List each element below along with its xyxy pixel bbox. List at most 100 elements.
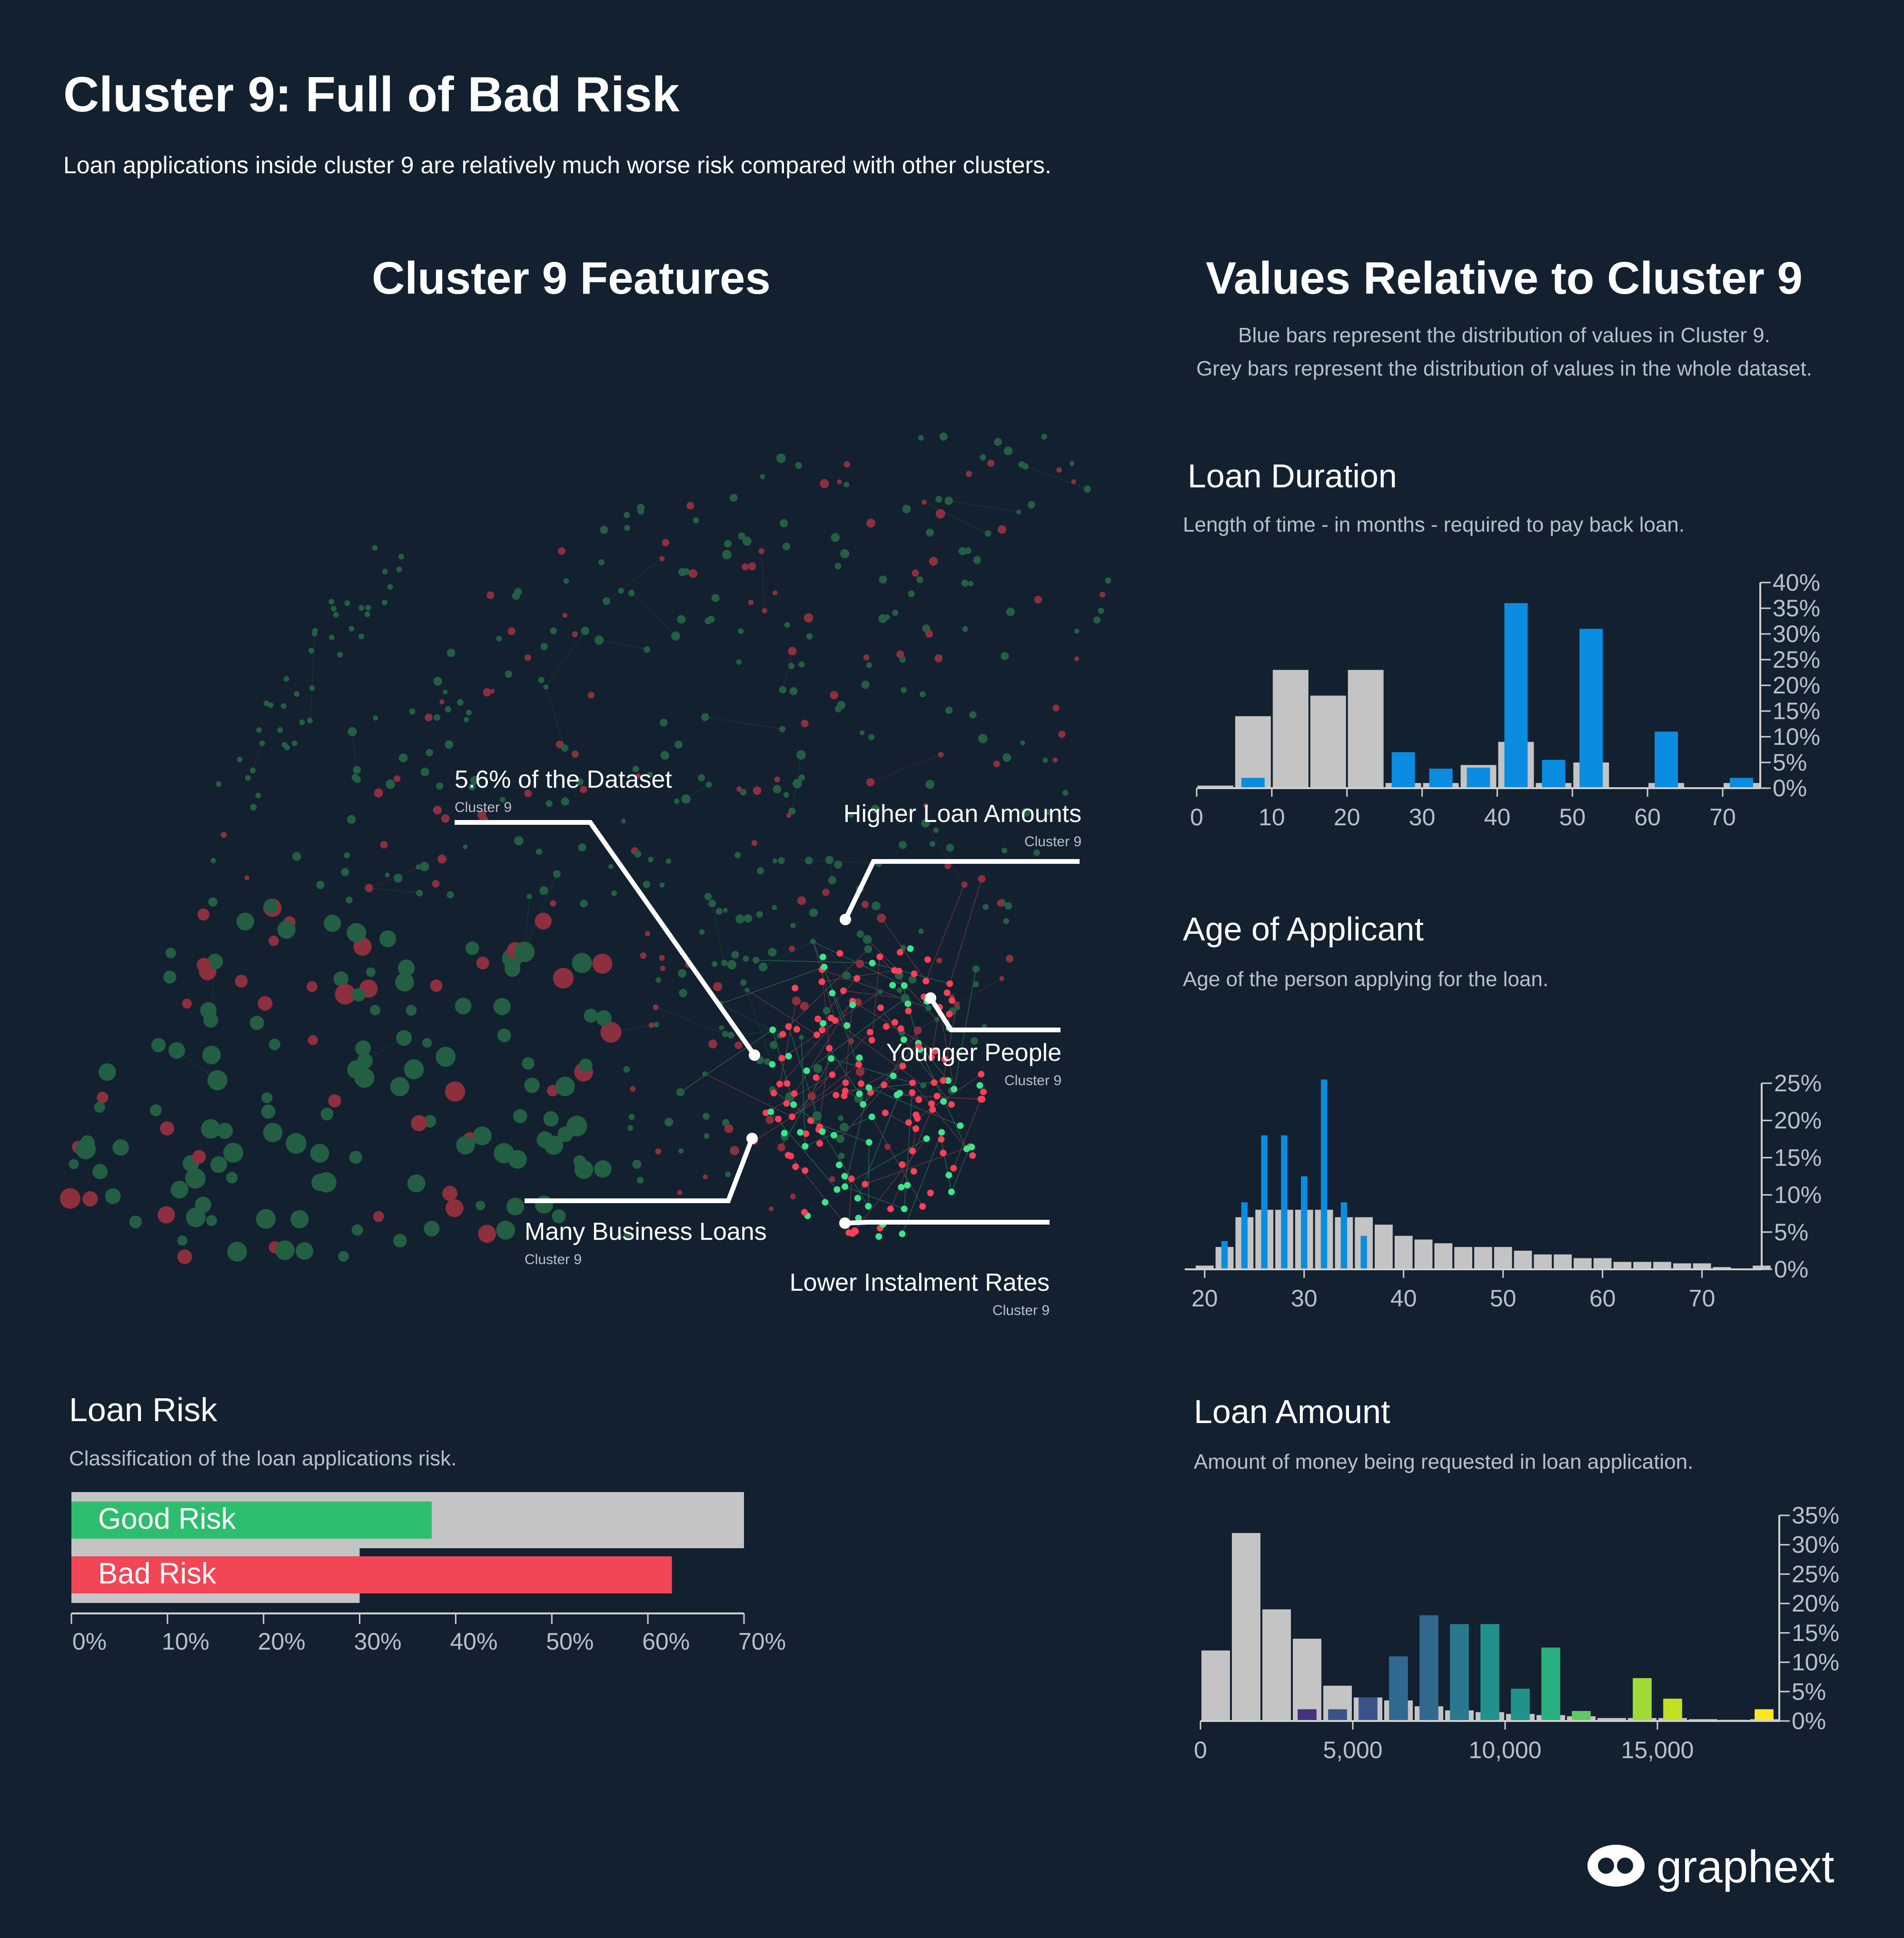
annotation-instalment-label: Lower Instalment Rates: [789, 1269, 1050, 1296]
loan_amount-dataset-bar: [1597, 1718, 1626, 1721]
loan_amount-cluster-bar: [1541, 1647, 1560, 1721]
age_of_applicant-dataset-bar: [1593, 1258, 1612, 1269]
loan_duration-dataset-bar: [1235, 716, 1271, 788]
loan_amount-cluster-bar: [1480, 1624, 1499, 1721]
loan_duration-x-tick-label: 70: [1709, 804, 1736, 831]
loan_amount-dataset-bar: [1201, 1650, 1230, 1721]
loan-risk-desc: Classification of the loan applications …: [69, 1447, 457, 1470]
loan_duration-cluster-bar: [1429, 768, 1453, 788]
loan-risk-title: Loan Risk: [69, 1391, 218, 1428]
age_of_applicant-cluster-bar: [1301, 1176, 1308, 1269]
loan-risk-x-tick-label: 10%: [162, 1628, 209, 1655]
loan-risk-x-tick-label: 70%: [738, 1628, 786, 1655]
loan-duration-chart: 0%5%10%15%20%25%30%35%40% 0 10 20 30 40 50 60 70: [1190, 569, 1820, 831]
loan_amount-cluster-bar: [1511, 1689, 1530, 1721]
loan_amount-cluster-bar: [1663, 1699, 1682, 1721]
annotation-dot-instalment: [839, 1217, 851, 1229]
age_of_applicant-x-tick-label: 70: [1689, 1285, 1716, 1312]
loan_duration-x-tick-label: 60: [1634, 804, 1661, 831]
age_of_applicant-dataset-bar: [1454, 1247, 1472, 1269]
loan_amount-y-tick-label: 20%: [1792, 1590, 1839, 1617]
graphext-logo-text: graphext: [1656, 1841, 1835, 1892]
age_of_applicant-y-tick-label: 5%: [1774, 1219, 1808, 1246]
loan_duration-cluster-bar: [1241, 778, 1265, 788]
loan_duration-y-tick-label: 15%: [1773, 698, 1820, 724]
age_of_applicant-x-tick-label: 30: [1291, 1285, 1318, 1312]
loan_amount-dataset-bar: [1262, 1609, 1291, 1721]
loan_duration-cluster-bar: [1467, 767, 1490, 788]
loan-risk-x-tick-label: 40%: [450, 1628, 497, 1655]
annotation-loan-amounts-label: Higher Loan Amounts: [843, 800, 1081, 828]
loan_amount-y-tick-label: 15%: [1792, 1620, 1839, 1646]
loan-risk-chart: Good Risk Bad Risk 0% 10% 20% 30% 40% 50% 60% 70%: [70, 1492, 786, 1655]
loan_duration-y-tick-label: 5%: [1773, 749, 1807, 776]
loan_duration-cluster-bar: [1730, 778, 1754, 788]
loan-duration-title: Loan Duration: [1188, 457, 1397, 494]
age_of_applicant-dataset-bar: [1673, 1263, 1691, 1269]
annotation-younger-label: Younger People: [886, 1039, 1061, 1067]
loan_duration-x-tick-label: 0: [1190, 804, 1203, 831]
loan_amount-x-tick-label: 15,000: [1621, 1737, 1694, 1763]
loan_duration-x-tick-label: 20: [1334, 804, 1360, 831]
annotation-dataset-label: 5.6% of the Dataset: [455, 766, 672, 793]
loan-risk-x-tick-label: 30%: [354, 1628, 402, 1655]
loan_amount-cluster-bar: [1328, 1709, 1347, 1721]
annotation-business-label: Many Business Loans: [525, 1218, 767, 1246]
age_of_applicant-dataset-bar: [1534, 1254, 1552, 1269]
age_of_applicant-dataset-bar: [1653, 1262, 1671, 1269]
age_of_applicant-cluster-bar: [1340, 1202, 1348, 1269]
loan_amount-dataset-bar: [1232, 1533, 1260, 1721]
loan-risk-category-label: Bad Risk: [98, 1557, 217, 1590]
loan-amount-desc: Amount of money being requested in loan …: [1194, 1450, 1694, 1473]
annotation-dot-loan-amounts: [840, 914, 851, 925]
age_of_applicant-dataset-bar: [1633, 1262, 1652, 1269]
loan_duration-cluster-bar: [1655, 732, 1678, 788]
loan_duration-cluster-bar: [1504, 603, 1528, 788]
loan-risk-category-label: Good Risk: [98, 1503, 236, 1535]
loan_duration-y-tick-label: 0%: [1773, 775, 1807, 801]
loan_amount-cluster-bar: [1389, 1656, 1408, 1721]
loan_amount-y-tick-label: 0%: [1792, 1708, 1826, 1734]
annotation-line-instalment: [844, 1220, 1050, 1226]
page-subtitle: Loan applications inside cluster 9 are r…: [63, 152, 1051, 178]
age_of_applicant-cluster-bar: [1261, 1135, 1268, 1269]
loan_duration-dataset-bar: [1310, 695, 1346, 788]
age_of_applicant-dataset-bar: [1554, 1254, 1572, 1269]
annotation-dataset-sub: Cluster 9: [455, 800, 512, 815]
age_of_applicant-y-tick-label: 25%: [1774, 1070, 1822, 1097]
loan_duration-y-tick-label: 40%: [1773, 569, 1820, 596]
loan_amount-y-tick-label: 30%: [1792, 1532, 1839, 1558]
loan_duration-y-tick-label: 35%: [1773, 595, 1820, 622]
loan_amount-cluster-bar: [1298, 1709, 1317, 1721]
annotation-line-business: [525, 1137, 754, 1203]
loan-risk-x-tick-label: 20%: [258, 1628, 306, 1655]
age_of_applicant-cluster-bar: [1281, 1135, 1288, 1269]
age_of_applicant-dataset-bar: [1474, 1247, 1492, 1269]
loan-amount-chart: 0% 5%10% 15% 20% 25% 30% 35% 0 5,000 10,000 15,000: [1194, 1502, 1839, 1763]
loan-risk-cluster-bar: [71, 1502, 432, 1539]
loan_amount-x-tick-label: 0: [1194, 1737, 1207, 1763]
age_of_applicant-cluster-bar: [1221, 1241, 1228, 1269]
age_of_applicant-dataset-bar: [1375, 1225, 1393, 1269]
age_of_applicant-x-tick-label: 50: [1490, 1285, 1517, 1312]
loan_amount-x-tick-label: 5,000: [1323, 1737, 1382, 1763]
loan_duration-cluster-bar: [1579, 629, 1603, 788]
age_of_applicant-y-tick-label: 15%: [1774, 1144, 1822, 1171]
loan_duration-cluster-bar: [1542, 760, 1566, 788]
annotation-line-loan-amounts: [843, 859, 1080, 921]
loan_amount-y-tick-label: 10%: [1792, 1649, 1839, 1676]
age_of_applicant-dataset-bar: [1613, 1262, 1632, 1269]
age_of_applicant-dataset-bar: [1713, 1267, 1731, 1269]
relative-values-title: Values Relative to Cluster 9: [1206, 253, 1803, 304]
age_of_applicant-cluster-bar: [1320, 1079, 1328, 1269]
age_of_applicant-dataset-bar: [1693, 1263, 1711, 1269]
age_of_applicant-cluster-bar: [1360, 1236, 1367, 1269]
age-desc: Age of the person applying for the loan.: [1183, 968, 1549, 991]
loan_duration-dataset-bar: [1348, 670, 1384, 788]
age_of_applicant-dataset-bar: [1195, 1266, 1214, 1269]
relative-values-desc-2: Grey bars represent the distribution of …: [1196, 357, 1812, 380]
age-title: Age of Applicant: [1183, 910, 1424, 948]
loan_duration-x-tick-label: 40: [1484, 804, 1511, 831]
annotation-dot-business: [746, 1133, 758, 1144]
age_of_applicant-dataset-bar: [1434, 1243, 1453, 1269]
